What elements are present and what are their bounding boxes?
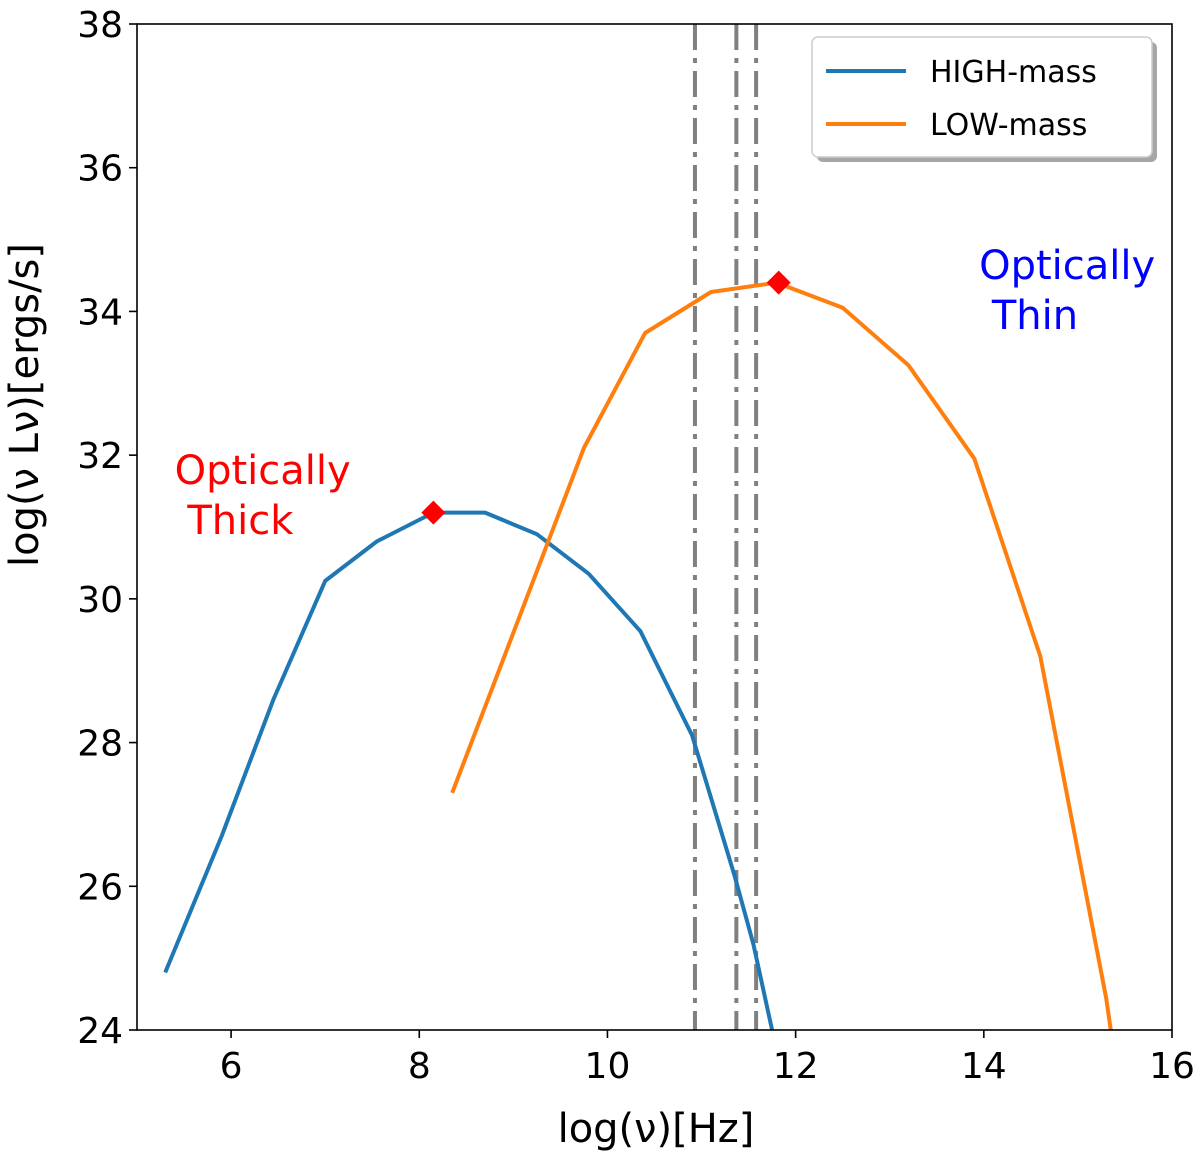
y-tick-label-26: 26 (77, 867, 123, 908)
peak-markers (421, 270, 791, 525)
x-axis-ticks: 6 8 10 12 14 16 (220, 1030, 1195, 1087)
peak-marker-high-mass (421, 500, 446, 525)
plot-frame (136, 23, 1173, 1031)
annotation-thick: Optically Thick (175, 448, 351, 544)
series-line-high-mass (163, 510, 775, 1030)
annotation-thin-line-1: Thin (979, 293, 1078, 339)
x-tick-label-6: 6 (220, 1046, 243, 1087)
legend-label-high-mass: HIGH-mass (930, 55, 1097, 90)
x-tick-label-8: 8 (408, 1046, 431, 1087)
y-tick-label-38: 38 (77, 5, 123, 46)
annotation-thin: Optically Thin (979, 243, 1155, 339)
annotation-thick-line-0: Optically (175, 448, 351, 494)
x-tick-label-16: 16 (1149, 1046, 1195, 1087)
y-axis-label: log(ν Lν)[ergs/s] (2, 243, 48, 567)
x-tick-label-10: 10 (585, 1046, 631, 1087)
annotation-thick-line-1: Thick (175, 498, 295, 544)
y-tick-label-36: 36 (77, 149, 123, 190)
y-tick-label-30: 30 (77, 580, 123, 621)
peak-marker-low-mass (766, 270, 791, 295)
y-tick-label-28: 28 (77, 724, 123, 765)
series-line-low-mass (450, 280, 1113, 1030)
legend-label-low-mass: LOW-mass (930, 108, 1087, 143)
y-axis-ticks: 24 26 28 30 32 34 36 38 (77, 5, 137, 1052)
x-axis-label: log(ν)[Hz] (558, 1106, 755, 1152)
y-tick-label-34: 34 (77, 292, 123, 333)
series-layer (163, 280, 1113, 1030)
x-tick-label-12: 12 (773, 1046, 819, 1087)
annotation-thin-line-0: Optically (979, 243, 1155, 289)
y-tick-label-24: 24 (77, 1011, 123, 1052)
y-tick-label-32: 32 (77, 436, 123, 477)
x-tick-label-14: 14 (961, 1046, 1007, 1087)
legend-box (811, 36, 1153, 158)
legend: HIGH-mass LOW-mass (811, 36, 1157, 162)
